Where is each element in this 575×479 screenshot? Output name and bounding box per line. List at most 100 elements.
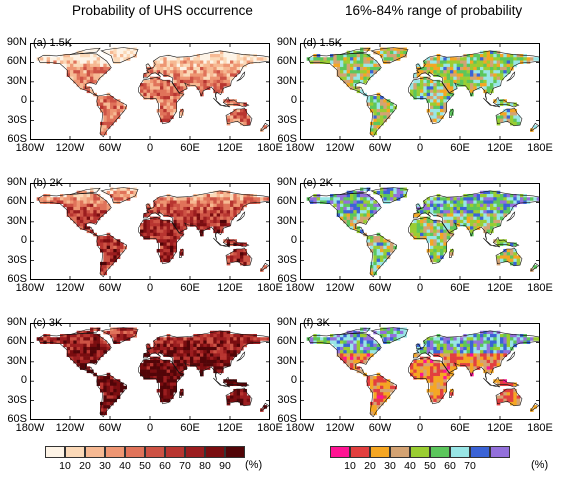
longitude-tick-label: 60W (98, 282, 122, 294)
longitude-tick-label: 60W (368, 282, 392, 294)
colorbar-swatch (490, 446, 510, 458)
coastline (138, 216, 185, 265)
latitude-tick-label: 30N (6, 214, 27, 227)
coastline (408, 356, 455, 405)
coastline (530, 122, 540, 132)
map-panel: (b) 2K (30, 177, 270, 280)
coastline (412, 330, 540, 381)
latitude-tick-label: 30S (277, 393, 297, 406)
range-colorbar (330, 446, 510, 458)
colorbar-tick-label: 70 (179, 460, 191, 472)
longitude-tick-label: 180W (285, 282, 315, 294)
latitude-tick-label: 60S (7, 273, 27, 285)
panel-label: (b) 2K (33, 177, 63, 189)
coastline (96, 233, 128, 278)
coastline (449, 108, 454, 118)
coastline (69, 187, 101, 195)
coastline (415, 203, 422, 210)
colorbar-tick-label: 10 (344, 460, 356, 472)
colorbar-tick-label: 60 (159, 460, 171, 472)
longitude-tick-label: 180E (257, 282, 283, 294)
latitude-tick-label: 60S (277, 273, 297, 285)
coastline (138, 356, 185, 405)
longitude-tick-label: 60E (180, 282, 200, 294)
range-unit: (%) (531, 459, 549, 471)
coastline (37, 332, 112, 377)
latitude-tick-label: 30S (7, 113, 27, 126)
coastline (142, 190, 270, 241)
longitude-tick-label: 0 (416, 282, 424, 294)
coastline (142, 50, 270, 101)
coastline (370, 47, 409, 63)
panel-label: (c) 3K (33, 317, 63, 329)
coastline (366, 373, 398, 418)
longitude-tick-label: 180E (527, 142, 553, 154)
world-map (30, 43, 270, 140)
latitude-tick-label: 30S (7, 393, 27, 406)
colorbar-swatch (65, 446, 85, 458)
world-map (30, 183, 270, 280)
map-panel: (c) 3K (30, 317, 270, 420)
longitude-tick-label: 120E (217, 142, 243, 154)
coastline (339, 187, 371, 195)
right-column-title: 16%-84% range of probability (345, 3, 523, 18)
latitude-tick-label: 60S (7, 413, 27, 425)
longitude-tick-label: 60E (450, 282, 470, 294)
coastline (415, 343, 422, 350)
longitude-tick-label: 60W (98, 422, 122, 434)
coastline (412, 190, 540, 241)
latitude-tick-label: 60S (277, 133, 297, 145)
coastline (339, 47, 371, 55)
latitude-tick-label: 30S (277, 113, 297, 126)
colorbar-swatch (450, 446, 470, 458)
latitude-tick-label: 0 (20, 94, 27, 107)
longitude-tick-label: 120W (325, 282, 355, 294)
latitude-tick-label: 60N (6, 55, 27, 68)
longitude-tick-label: 180W (15, 142, 45, 154)
longitude-tick-label: 120E (487, 422, 513, 434)
latitude-tick-label: 30N (276, 354, 297, 367)
longitude-tick-label: 60E (450, 142, 470, 154)
colorbar-swatch (350, 446, 370, 458)
longitude-tick-label: 0 (416, 142, 424, 154)
latitude-tick-label: 0 (20, 234, 27, 247)
colorbar-tick-label: 80 (199, 460, 211, 472)
latitude-tick-label: 0 (290, 234, 297, 247)
map-panel: (f) 3K (300, 317, 540, 420)
map-panel: (d) 1.5K (300, 37, 540, 140)
coastline (370, 187, 409, 203)
coastline (412, 50, 540, 101)
colorbar-tick-label: 10 (59, 460, 71, 472)
latitude-tick-label: 90N (6, 316, 27, 328)
colorbar-swatch (370, 446, 390, 458)
world-map (300, 323, 540, 420)
colorbar-swatch (165, 446, 185, 458)
coastline (100, 327, 139, 343)
longitude-tick-label: 60E (180, 422, 200, 434)
latitude-tick-label: 0 (20, 374, 27, 387)
colorbar-swatch (390, 446, 410, 458)
latitude-tick-label: 30N (6, 74, 27, 87)
colorbar-swatch (45, 446, 65, 458)
longitude-tick-label: 180E (527, 282, 553, 294)
coastline (179, 108, 184, 118)
colorbar-tick-label: 50 (424, 460, 436, 472)
longitude-tick-label: 180W (285, 422, 315, 434)
colorbar-tick-label: 60 (444, 460, 456, 472)
latitude-tick-label: 60S (7, 133, 27, 145)
longitude-tick-label: 120E (487, 282, 513, 294)
longitude-tick-label: 0 (146, 422, 154, 434)
coastline (142, 330, 270, 381)
coastline (260, 402, 270, 412)
longitude-tick-label: 0 (416, 422, 424, 434)
panel-label: (e) 2K (303, 177, 333, 189)
coastline (179, 388, 184, 398)
coastline (366, 233, 398, 278)
longitude-tick-label: 120W (325, 422, 355, 434)
colorbar-tick-label: 30 (99, 460, 111, 472)
coastline (506, 211, 516, 222)
coastline (96, 373, 128, 418)
latitude-tick-label: 90N (276, 176, 297, 188)
coastline (260, 262, 270, 272)
coastline (225, 247, 253, 267)
